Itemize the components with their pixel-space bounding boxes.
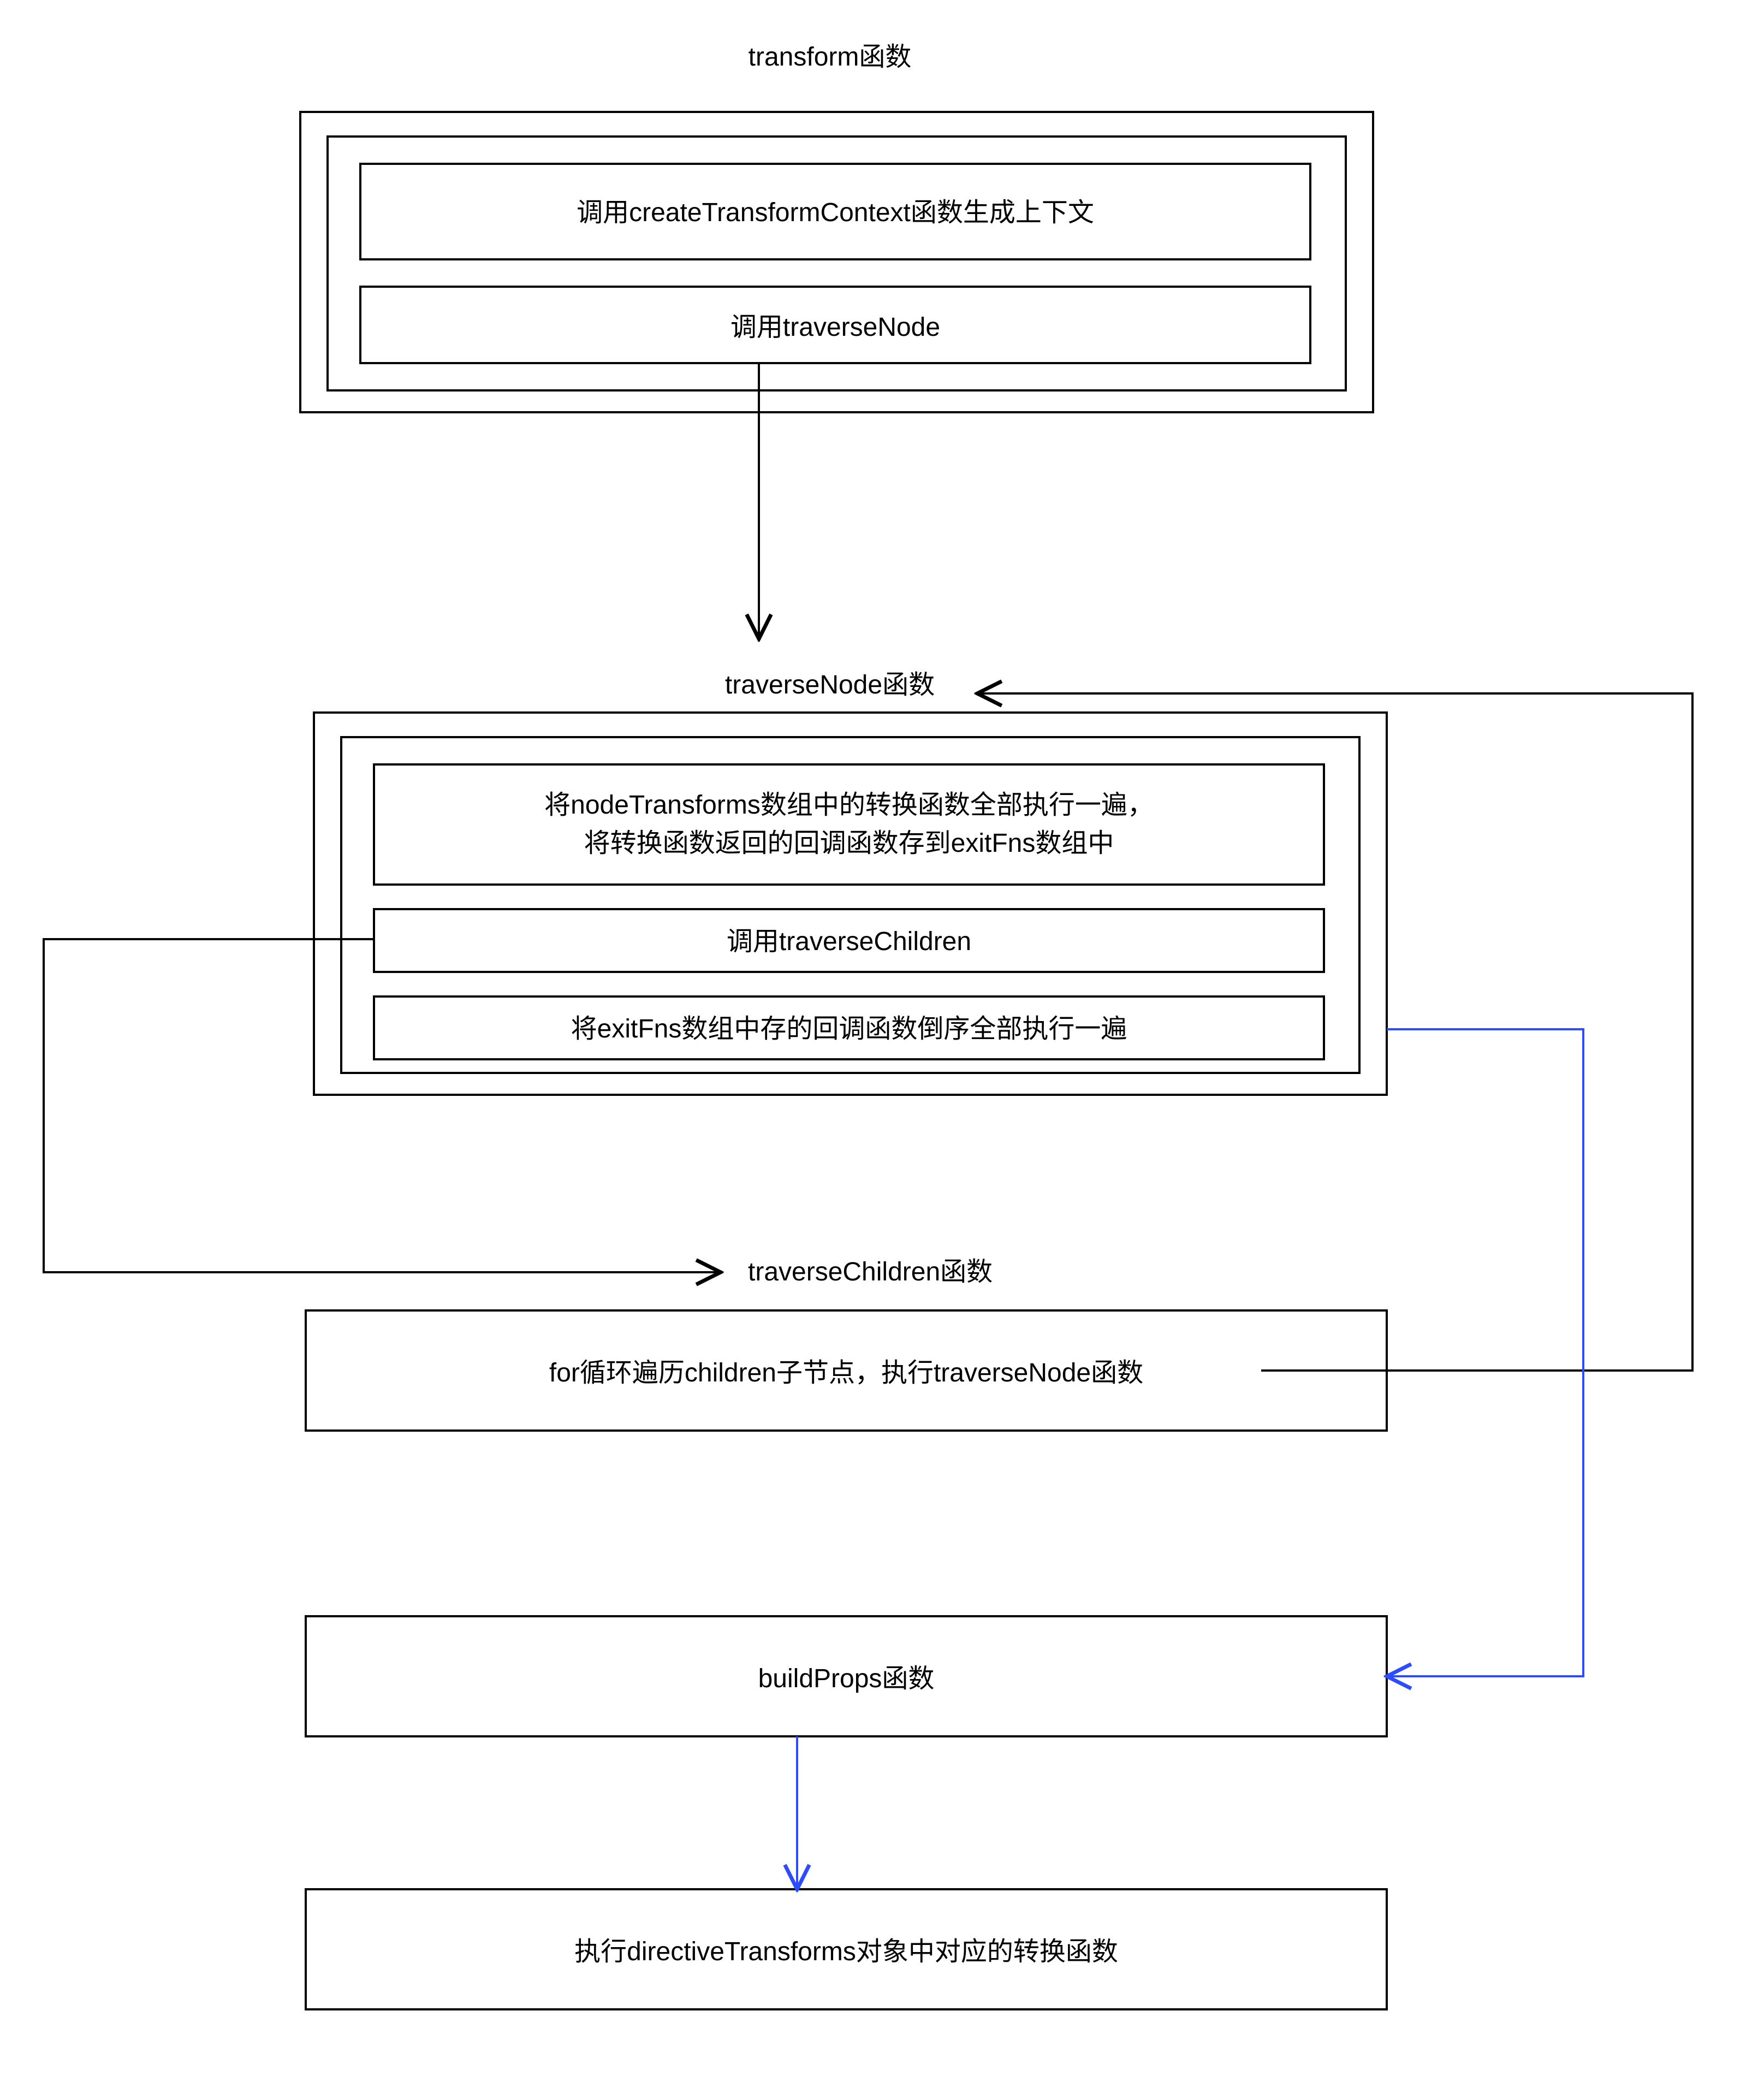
box-exit-fns-label: 将exitFns数组中存的回调函数倒序全部执行一遍: [571, 1015, 1127, 1043]
box-directive-transforms-label: 执行directiveTransforms对象中对应的转换函数: [574, 1937, 1118, 1966]
title-traverse-children: traverseChildren函数: [748, 1257, 993, 1286]
title-traverse-node: traverseNode函数: [725, 671, 935, 699]
box-call-traverse-children-label: 调用traverseChildren: [727, 927, 971, 956]
box-node-transforms-line1: 将nodeTransforms数组中的转换函数全部执行一遍，: [544, 791, 1154, 820]
box-create-context-label: 调用createTransformContext函数生成上下文: [577, 198, 1094, 227]
edge-e4: [1387, 1029, 1583, 1676]
box-node-transforms-line2: 将转换函数返回的回调函数存到exitFns数组中: [584, 829, 1114, 858]
box-build-props-label: buildProps函数: [758, 1664, 935, 1693]
title-transform: transform函数: [749, 43, 912, 72]
box-traverse-children-body-label: for循环遍历children子节点，执行traverseNode函数: [549, 1359, 1143, 1387]
flowchart-canvas: transform函数 traverseNode函数 traverseChild…: [0, 0, 1764, 2088]
box-node-transforms: [374, 764, 1324, 885]
box-call-traverse-node-label: 调用traverseNode: [730, 313, 940, 342]
